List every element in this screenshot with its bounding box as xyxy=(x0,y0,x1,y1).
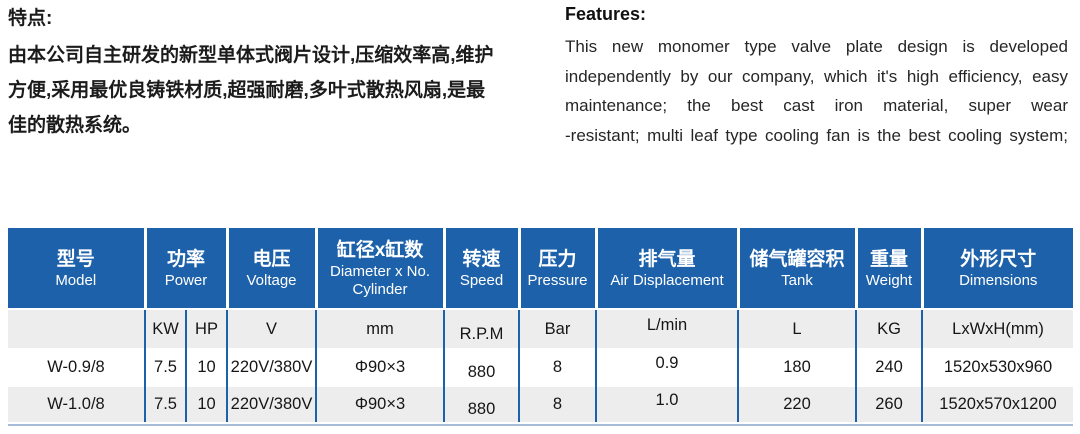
cell-pressure: 8 xyxy=(519,348,597,387)
cell-voltage: 220V/380V xyxy=(227,348,317,387)
features-text-zh-line: 方便,采用最优良铸铁材质,超强耐磨,多叶式散热风扇,是最 xyxy=(8,80,486,101)
col-header-pressure: 压力 Pressure xyxy=(519,228,598,310)
cell-speed-text: 880 xyxy=(467,400,496,418)
cell-weight: 260 xyxy=(856,387,923,422)
cell-weight: 240 xyxy=(856,348,923,387)
unit-model xyxy=(8,309,146,348)
col-header-model-en: Model xyxy=(55,271,97,289)
unit-power-kw: KW xyxy=(145,309,187,348)
col-header-tank-en: Tank xyxy=(781,271,813,289)
cell-model: W-0.9/8 xyxy=(8,348,146,387)
col-header-voltage-zh: 电压 xyxy=(252,248,291,270)
cell-model: W-1.0/8 xyxy=(8,387,146,422)
col-header-cylinder-zh: 缸径x缸数 xyxy=(336,239,424,261)
col-header-power-zh: 功率 xyxy=(166,248,205,270)
cell-speed: 880 xyxy=(444,387,520,422)
cell-air-displacement: 0.9 xyxy=(596,348,739,387)
header-row: 型号 Model 功率 Power 电压 Voltage 缸径x缸数 Diame… xyxy=(8,228,1073,310)
unit-air-displacement: L/min xyxy=(596,309,739,348)
unit-air-displacement-text: L/min xyxy=(646,315,688,334)
col-header-air-displacement-zh: 排气量 xyxy=(638,248,696,270)
features-text-zh-line: 佳的散热系统。 xyxy=(8,115,142,136)
table-row: W-1.0/8 7.5 10 220V/380V Φ90×3 880 8 1.0… xyxy=(8,387,1073,422)
cell-pressure: 8 xyxy=(519,387,597,422)
features-text-en-line: independently by our company, which it's… xyxy=(565,66,1068,86)
unit-tank: L xyxy=(738,309,857,348)
col-header-tank: 储气罐容积 Tank xyxy=(738,228,858,310)
table-bottom-rule xyxy=(8,424,1073,426)
features-text-en-line: maintenance; the best cast iron material… xyxy=(565,96,1068,115)
unit-voltage: V xyxy=(227,309,317,348)
table-row: W-0.9/8 7.5 10 220V/380V Φ90×3 880 8 0.9… xyxy=(8,348,1073,387)
cell-power-hp: 10 xyxy=(186,348,228,387)
features-section-chinese: 特点: 由本公司自主研发的新型单体式阀片设计,压缩效率高,维护 方便,采用最优良… xyxy=(8,6,514,143)
col-header-voltage: 电压 Voltage xyxy=(227,228,318,310)
col-header-weight-en: Weight xyxy=(865,271,913,289)
spec-table: 型号 Model 功率 Power 电压 Voltage 缸径x缸数 Diame… xyxy=(8,228,1073,422)
col-header-voltage-en: Voltage xyxy=(246,271,297,289)
cell-power-kw: 7.5 xyxy=(145,387,187,422)
unit-speed-text: R.P.M xyxy=(459,324,504,343)
unit-dimensions: LxWxH(mm) xyxy=(922,309,1073,348)
col-header-weight: 重量 Weight xyxy=(856,228,924,310)
col-header-dimensions-en: Dimensions xyxy=(959,271,1038,289)
col-header-weight-zh: 重量 xyxy=(869,248,908,270)
col-header-pressure-zh: 压力 xyxy=(538,248,577,270)
cell-cylinder: Φ90×3 xyxy=(316,387,445,422)
col-header-cylinder: 缸径x缸数 Diameter x No. Cylinder xyxy=(316,228,446,310)
cell-dimensions: 1520x570x1200 xyxy=(922,387,1073,422)
features-text-en-line: -resistant; multi leaf type cooling fan … xyxy=(565,125,1068,145)
features-title-zh: 特点: xyxy=(8,8,53,29)
cell-dimensions: 1520x530x960 xyxy=(922,348,1073,387)
col-header-speed: 转速 Speed xyxy=(444,228,521,310)
features-text-en-line: This new monomer type valve plate design… xyxy=(565,37,1068,56)
col-header-pressure-en: Pressure xyxy=(527,271,588,289)
features-text-zh-line: 由本公司自主研发的新型单体式阀片设计,压缩效率高,维护 xyxy=(8,45,494,66)
features-title-en: Features: xyxy=(565,4,647,24)
col-header-power: 功率 Power xyxy=(145,228,229,310)
cell-power-kw: 7.5 xyxy=(145,348,187,387)
col-header-speed-zh: 转速 xyxy=(462,248,501,270)
cell-tank: 180 xyxy=(738,348,857,387)
cell-cylinder: Φ90×3 xyxy=(316,348,445,387)
unit-speed: R.P.M xyxy=(444,309,520,348)
unit-pressure: Bar xyxy=(519,309,597,348)
units-row: KW HP V mm R.P.M Bar L/min L KG LxWxH(mm… xyxy=(8,309,1073,348)
col-header-model: 型号 Model xyxy=(8,228,147,310)
cell-tank: 220 xyxy=(738,387,857,422)
unit-power-hp: HP xyxy=(186,309,228,348)
col-header-cylinder-en: Diameter x No. Cylinder xyxy=(329,262,431,298)
col-header-air-displacement: 排气量 Air Displacement xyxy=(596,228,740,310)
cell-air-displacement: 1.0 xyxy=(596,387,739,422)
cell-voltage: 220V/380V xyxy=(227,387,317,422)
col-header-speed-en: Speed xyxy=(459,271,504,289)
cell-air-displacement-text: 1.0 xyxy=(655,391,679,409)
unit-cylinder: mm xyxy=(316,309,445,348)
col-header-dimensions-zh: 外形尺寸 xyxy=(960,248,1037,270)
cell-air-displacement-text: 0.9 xyxy=(655,354,679,372)
cell-power-hp: 10 xyxy=(186,387,228,422)
col-header-power-en: Power xyxy=(164,271,208,289)
cell-speed-text: 880 xyxy=(467,363,496,381)
col-header-air-displacement-en: Air Displacement xyxy=(610,271,724,289)
col-header-tank-zh: 储气罐容积 xyxy=(749,248,845,270)
unit-weight: KG xyxy=(856,309,923,348)
col-header-model-zh: 型号 xyxy=(56,248,95,270)
col-header-dimensions: 外形尺寸 Dimensions xyxy=(922,228,1073,310)
features-section-english: Features: This new monomer type valve pl… xyxy=(565,2,1068,150)
cell-speed: 880 xyxy=(444,348,520,387)
